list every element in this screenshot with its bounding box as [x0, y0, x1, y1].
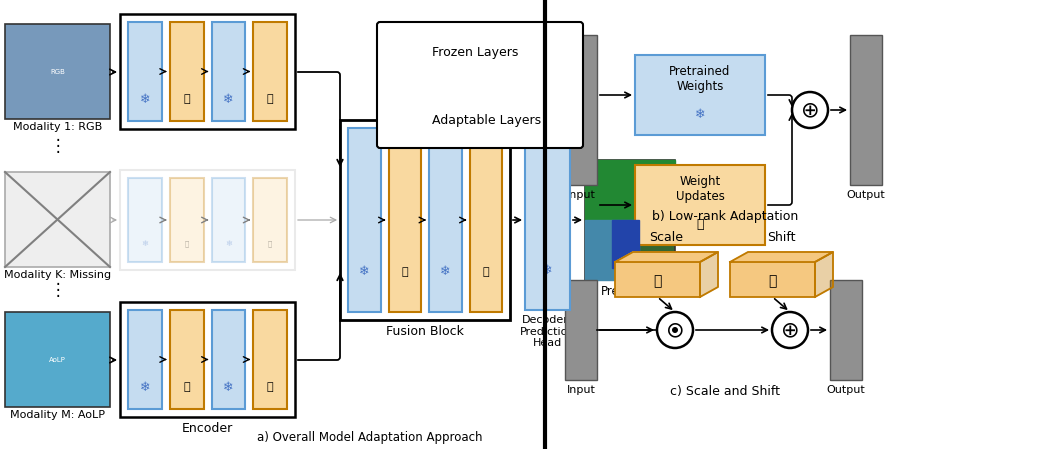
Bar [469, 128, 502, 312]
FancyBboxPatch shape [377, 22, 583, 148]
Text: ⊕: ⊕ [781, 320, 799, 340]
Text: a) Overall Model Adaptation Approach: a) Overall Model Adaptation Approach [257, 431, 483, 444]
Polygon shape [585, 220, 639, 280]
Text: AoLP: AoLP [49, 357, 66, 363]
Bar [254, 22, 288, 121]
Bar [254, 310, 288, 409]
Bar [565, 280, 597, 380]
Text: ⋮: ⋮ [50, 281, 66, 299]
Text: RGB: RGB [50, 69, 64, 75]
Text: ❄: ❄ [542, 264, 553, 277]
Circle shape [657, 312, 693, 348]
Text: 🔥: 🔥 [405, 123, 411, 132]
Text: 🔥: 🔥 [185, 240, 189, 247]
Text: Weight
Updates: Weight Updates [675, 175, 724, 203]
Text: ❄: ❄ [694, 109, 705, 122]
Text: 🔥: 🔥 [482, 267, 489, 277]
Text: b) Low-rank Adaptation: b) Low-rank Adaptation [652, 210, 798, 223]
Bar [120, 302, 295, 417]
Bar [170, 178, 204, 262]
Text: Output: Output [827, 385, 866, 395]
Text: 🔥: 🔥 [268, 240, 273, 247]
Text: ❄: ❄ [223, 381, 234, 394]
Bar [850, 35, 882, 185]
Circle shape [792, 92, 828, 128]
Text: ❄: ❄ [225, 239, 231, 248]
Text: Modality K: Missing: Modality K: Missing [4, 270, 111, 280]
Text: 🔥: 🔥 [768, 274, 777, 288]
Text: ⊕: ⊕ [801, 100, 819, 120]
Polygon shape [815, 252, 833, 297]
Text: ❄: ❄ [142, 239, 148, 248]
Bar [128, 22, 162, 121]
Text: Pretrained
Weights: Pretrained Weights [669, 65, 730, 93]
Text: ❄: ❄ [223, 93, 234, 106]
Bar [392, 40, 424, 65]
FancyBboxPatch shape [635, 55, 765, 135]
Bar [565, 35, 597, 185]
Polygon shape [730, 252, 833, 262]
Bar [128, 310, 162, 409]
Bar [254, 178, 288, 262]
Bar [615, 262, 700, 297]
Text: 🔥: 🔥 [266, 94, 274, 104]
Text: ❄: ❄ [403, 53, 413, 66]
Text: 🔥: 🔥 [266, 382, 274, 392]
Text: 🔥: 🔥 [697, 219, 704, 232]
Text: 🔥: 🔥 [183, 94, 190, 104]
Text: Prediction: Prediction [600, 285, 660, 298]
Bar [392, 108, 424, 133]
Text: Decoder/
Prediction
Head: Decoder/ Prediction Head [520, 315, 575, 348]
Bar [170, 310, 204, 409]
Polygon shape [585, 160, 675, 220]
Bar [211, 22, 245, 121]
Bar [5, 24, 110, 119]
Text: Fusion Block: Fusion Block [386, 325, 464, 338]
Bar [120, 170, 295, 270]
Text: ❄: ❄ [440, 265, 450, 278]
Text: ❄: ❄ [359, 265, 370, 278]
Polygon shape [700, 252, 718, 297]
Bar [389, 128, 421, 312]
Text: ❄: ❄ [140, 93, 150, 106]
Bar [128, 178, 162, 262]
Text: ⋮: ⋮ [50, 137, 66, 155]
FancyBboxPatch shape [635, 165, 765, 245]
Bar [340, 120, 509, 320]
Text: Scale: Scale [649, 231, 684, 244]
Text: Input: Input [567, 385, 595, 395]
Text: Adaptable Layers: Adaptable Layers [432, 114, 541, 127]
Bar [525, 130, 570, 310]
Bar [120, 14, 295, 129]
Circle shape [672, 327, 678, 333]
Text: Shift: Shift [767, 231, 796, 244]
Text: ⊙: ⊙ [666, 320, 684, 340]
Circle shape [772, 312, 808, 348]
Polygon shape [612, 220, 639, 268]
Text: Frozen Layers: Frozen Layers [432, 46, 518, 59]
Text: Input: Input [567, 190, 595, 200]
Text: 🔥: 🔥 [653, 274, 662, 288]
Bar [348, 128, 381, 312]
Bar [830, 280, 863, 380]
Bar [211, 310, 245, 409]
Text: 🔥: 🔥 [402, 267, 408, 277]
Bar [429, 128, 462, 312]
Polygon shape [615, 252, 718, 262]
Text: ❄: ❄ [140, 381, 150, 394]
Bar [170, 22, 204, 121]
Text: Modality 1: RGB: Modality 1: RGB [13, 122, 103, 132]
Text: Modality M: AoLP: Modality M: AoLP [10, 410, 105, 420]
Text: c) Scale and Shift: c) Scale and Shift [670, 385, 780, 398]
Bar [730, 262, 815, 297]
Text: Encoder: Encoder [182, 422, 234, 435]
Bar [211, 178, 245, 262]
Text: 🔥: 🔥 [183, 382, 190, 392]
Bar [5, 312, 110, 407]
Bar [5, 172, 110, 267]
Text: Output: Output [847, 190, 886, 200]
Bar [585, 160, 675, 280]
